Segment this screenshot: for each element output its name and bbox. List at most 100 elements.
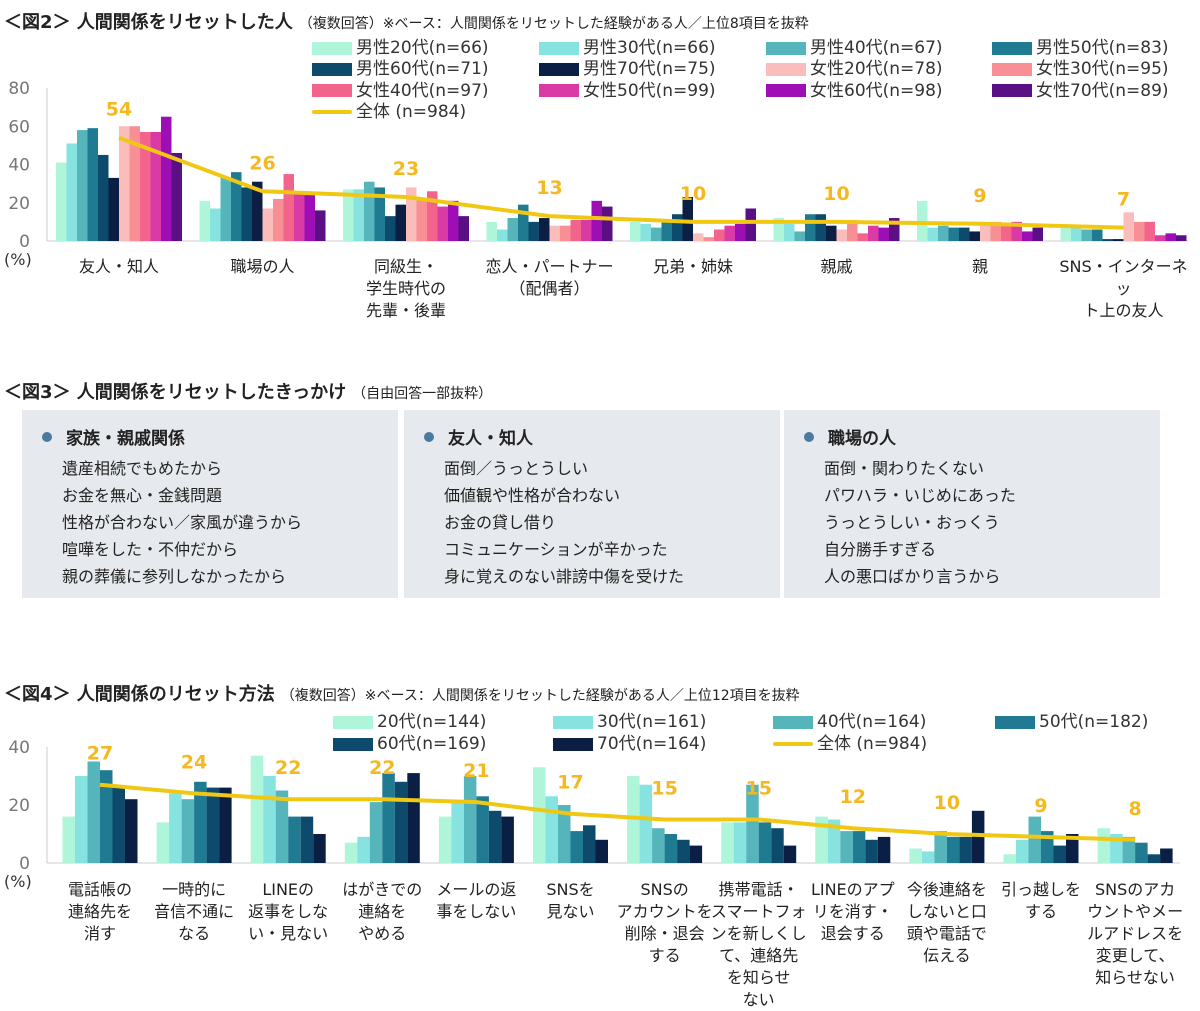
legend-swatch bbox=[992, 62, 1032, 76]
bar bbox=[758, 822, 772, 863]
bar bbox=[602, 206, 613, 241]
fig3-title: ＜図3＞ 人間関係をリセットしたきっかけ （自由回答一部抜粋） bbox=[4, 382, 493, 403]
reason-item: 人の悪口ばかり言うから bbox=[824, 567, 1001, 586]
bar bbox=[539, 218, 550, 241]
legend-label: 女性30代(n=95) bbox=[1036, 59, 1169, 80]
bar bbox=[865, 839, 878, 863]
bar bbox=[263, 776, 276, 863]
bar bbox=[570, 831, 583, 863]
legend-swatch bbox=[766, 41, 806, 55]
bar bbox=[745, 208, 756, 241]
bar bbox=[639, 784, 653, 863]
legend-label: 30代(n=161) bbox=[597, 712, 707, 732]
bar bbox=[488, 810, 502, 863]
bar bbox=[427, 191, 438, 241]
bar bbox=[595, 839, 608, 863]
bar bbox=[652, 828, 665, 863]
overall-data-label: 54 bbox=[106, 99, 132, 121]
bar bbox=[140, 131, 151, 241]
overall-data-label: 10 bbox=[680, 183, 706, 205]
bar bbox=[486, 221, 497, 241]
fig2-note: （複数回答）※ベース：人間関係をリセットした経験がある人／上位8項目を抜粋 bbox=[298, 16, 809, 32]
bar bbox=[382, 773, 395, 863]
bar bbox=[980, 225, 991, 241]
bar bbox=[369, 802, 383, 863]
bar bbox=[840, 831, 853, 863]
bar bbox=[77, 130, 88, 241]
legend-swatch bbox=[312, 109, 352, 114]
bar bbox=[181, 799, 195, 863]
bar bbox=[241, 187, 252, 241]
bar bbox=[934, 831, 947, 863]
legend-swatch bbox=[773, 715, 813, 729]
y-tick-label: 20 bbox=[8, 796, 30, 816]
category-label: 同級生・ 学生時代の 先輩・後輩 bbox=[365, 257, 446, 320]
legend-swatch bbox=[773, 742, 813, 746]
bar bbox=[528, 221, 539, 241]
bar bbox=[591, 200, 602, 241]
bar bbox=[463, 776, 477, 863]
bar bbox=[416, 198, 427, 241]
bar bbox=[1081, 229, 1092, 241]
legend-label: 男性20代(n=66) bbox=[356, 38, 489, 58]
category-label: 今後連絡を しないと口 頭や電話で 伝える bbox=[906, 880, 987, 965]
legend-swatch bbox=[766, 84, 806, 98]
bar bbox=[273, 198, 284, 241]
bar bbox=[826, 225, 837, 241]
legend-label: 20代(n=144) bbox=[377, 712, 487, 732]
bar bbox=[1147, 854, 1161, 863]
y-tick-label: 20 bbox=[8, 194, 30, 214]
bar bbox=[283, 174, 294, 241]
bullet-icon bbox=[804, 431, 814, 442]
bar bbox=[1102, 239, 1113, 241]
reason-item: 親の葬儀に参列しなかったから bbox=[62, 567, 287, 586]
legend-swatch bbox=[766, 62, 806, 76]
bar bbox=[451, 802, 464, 863]
category-label: 電話帳の 連絡先を 消す bbox=[67, 880, 132, 943]
legend-label: 男性30代(n=66) bbox=[583, 38, 716, 58]
legend-label: 女性70代(n=89) bbox=[1036, 80, 1169, 101]
bar bbox=[344, 842, 358, 863]
legend-item: 男性50代(n=83) bbox=[992, 38, 1169, 58]
bar bbox=[533, 767, 546, 863]
bar bbox=[794, 231, 805, 241]
bar bbox=[693, 233, 704, 241]
legend-swatch bbox=[333, 737, 373, 751]
bar bbox=[448, 200, 459, 241]
bar bbox=[1092, 229, 1103, 241]
bar bbox=[1176, 235, 1187, 241]
bar bbox=[868, 225, 879, 241]
bar bbox=[1160, 848, 1173, 863]
bar bbox=[969, 231, 980, 241]
bar bbox=[1113, 239, 1124, 241]
legend-item: 男性30代(n=66) bbox=[539, 38, 716, 58]
bar bbox=[169, 793, 182, 863]
legend-swatch bbox=[312, 84, 352, 98]
overall-data-label: 13 bbox=[536, 177, 562, 199]
bar bbox=[129, 126, 140, 241]
bar bbox=[921, 851, 935, 863]
legend-item: 20代(n=144) bbox=[333, 712, 486, 732]
bar bbox=[721, 822, 734, 863]
bar bbox=[406, 187, 417, 241]
bar bbox=[395, 204, 406, 241]
bar bbox=[946, 836, 960, 863]
legend-label: 50代(n=182) bbox=[1039, 712, 1149, 732]
category-label: SNSを 見ない bbox=[546, 880, 595, 921]
legend-item: 60代(n=169) bbox=[333, 734, 486, 754]
overall-data-label: 24 bbox=[181, 751, 207, 773]
bar bbox=[300, 816, 314, 863]
bar bbox=[917, 200, 928, 241]
legend-item: 50代(n=182) bbox=[995, 712, 1148, 732]
reason-item: 性格が合わない／家風が違うから bbox=[62, 513, 303, 532]
bar bbox=[1016, 839, 1029, 863]
legend-label: 男性50代(n=83) bbox=[1036, 38, 1169, 58]
legend-item: 女性60代(n=98) bbox=[766, 81, 943, 101]
legend-item: 40代(n=164) bbox=[773, 712, 926, 732]
bar bbox=[836, 229, 847, 241]
legend-swatch bbox=[553, 737, 593, 751]
overall-line bbox=[118, 135, 1124, 230]
bar bbox=[784, 223, 795, 241]
legend-swatch bbox=[312, 62, 352, 76]
